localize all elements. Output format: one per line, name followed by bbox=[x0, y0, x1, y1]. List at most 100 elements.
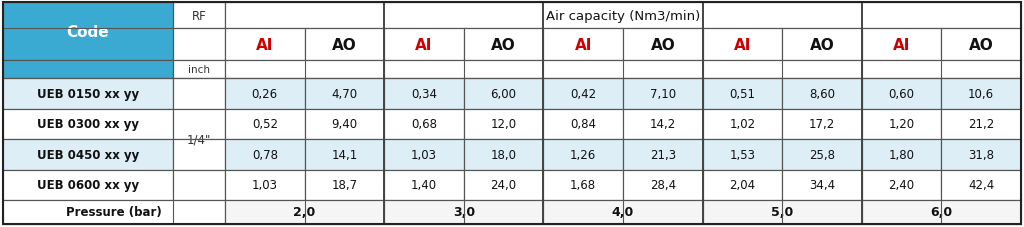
Text: 34,4: 34,4 bbox=[809, 178, 835, 191]
Text: 4,70: 4,70 bbox=[332, 87, 357, 100]
Text: 0,26: 0,26 bbox=[252, 87, 278, 100]
Text: 1,20: 1,20 bbox=[889, 118, 914, 131]
Bar bbox=[941, 139, 1021, 170]
Bar bbox=[544, 170, 623, 200]
Text: 2,40: 2,40 bbox=[889, 178, 914, 191]
Text: Air capacity (Nm3/min): Air capacity (Nm3/min) bbox=[546, 10, 700, 22]
Bar bbox=[702, 29, 782, 61]
Bar bbox=[3, 109, 173, 139]
Bar bbox=[173, 61, 225, 79]
Bar bbox=[544, 200, 702, 224]
Bar bbox=[862, 200, 1021, 224]
Bar bbox=[173, 139, 225, 170]
Text: UEB 0600 xx yy: UEB 0600 xx yy bbox=[37, 178, 139, 191]
Text: 8,60: 8,60 bbox=[809, 87, 835, 100]
Text: 25,8: 25,8 bbox=[809, 148, 835, 161]
Bar bbox=[782, 79, 862, 109]
Bar bbox=[941, 109, 1021, 139]
Bar bbox=[862, 139, 941, 170]
Text: 6,00: 6,00 bbox=[490, 87, 516, 100]
Bar bbox=[544, 29, 623, 61]
Text: 21,2: 21,2 bbox=[968, 118, 994, 131]
Text: UEB 0300 xx yy: UEB 0300 xx yy bbox=[37, 118, 139, 131]
Bar bbox=[862, 170, 941, 200]
Text: RF: RF bbox=[191, 10, 207, 22]
Text: inch: inch bbox=[188, 65, 210, 75]
Bar bbox=[225, 109, 304, 139]
Text: 2,0: 2,0 bbox=[294, 206, 315, 219]
Bar bbox=[623, 29, 702, 61]
Bar bbox=[173, 29, 225, 61]
Text: AI: AI bbox=[416, 37, 433, 52]
Text: 42,4: 42,4 bbox=[968, 178, 994, 191]
Bar bbox=[702, 79, 782, 109]
Bar bbox=[862, 109, 941, 139]
Text: Code: Code bbox=[67, 24, 110, 39]
Bar bbox=[464, 139, 544, 170]
Text: AO: AO bbox=[810, 37, 835, 52]
Bar bbox=[862, 79, 941, 109]
Bar bbox=[3, 3, 173, 61]
Text: 12,0: 12,0 bbox=[490, 118, 517, 131]
Bar bbox=[3, 139, 173, 170]
Bar bbox=[304, 109, 384, 139]
Bar bbox=[384, 200, 544, 224]
Bar bbox=[464, 29, 544, 61]
Text: AO: AO bbox=[332, 37, 356, 52]
Bar bbox=[544, 139, 623, 170]
Text: 0,60: 0,60 bbox=[889, 87, 914, 100]
Bar bbox=[464, 170, 544, 200]
Bar bbox=[384, 79, 464, 109]
Bar bbox=[173, 3, 225, 29]
Bar bbox=[3, 200, 225, 224]
Text: 0,78: 0,78 bbox=[252, 148, 278, 161]
Bar bbox=[304, 79, 384, 109]
Bar bbox=[3, 61, 173, 79]
Bar bbox=[225, 79, 304, 109]
Bar bbox=[3, 170, 173, 200]
Text: 1,80: 1,80 bbox=[889, 148, 914, 161]
Text: 0,34: 0,34 bbox=[411, 87, 437, 100]
Bar bbox=[225, 29, 304, 61]
Bar bbox=[384, 170, 464, 200]
Text: 24,0: 24,0 bbox=[490, 178, 517, 191]
Text: 1,53: 1,53 bbox=[729, 148, 756, 161]
Text: 14,2: 14,2 bbox=[649, 118, 676, 131]
Text: 5,0: 5,0 bbox=[771, 206, 794, 219]
Bar bbox=[544, 109, 623, 139]
Bar bbox=[702, 109, 782, 139]
Bar bbox=[623, 79, 702, 109]
Text: 21,3: 21,3 bbox=[650, 148, 676, 161]
Text: 31,8: 31,8 bbox=[969, 148, 994, 161]
Text: AI: AI bbox=[893, 37, 910, 52]
Bar bbox=[3, 79, 173, 109]
Bar bbox=[702, 200, 862, 224]
Bar bbox=[304, 170, 384, 200]
Text: UEB 0150 xx yy: UEB 0150 xx yy bbox=[37, 87, 139, 100]
Text: AI: AI bbox=[256, 37, 273, 52]
Bar bbox=[862, 29, 941, 61]
Bar bbox=[464, 79, 544, 109]
Text: 1,02: 1,02 bbox=[729, 118, 756, 131]
Bar bbox=[623, 170, 702, 200]
Text: AI: AI bbox=[734, 37, 751, 52]
Bar bbox=[225, 139, 304, 170]
Text: 3,0: 3,0 bbox=[453, 206, 475, 219]
Text: 2,04: 2,04 bbox=[729, 178, 756, 191]
Bar bbox=[304, 139, 384, 170]
Bar bbox=[384, 29, 464, 61]
Bar bbox=[464, 109, 544, 139]
Text: 1,26: 1,26 bbox=[570, 148, 596, 161]
Text: 1/4": 1/4" bbox=[186, 133, 211, 146]
Bar bbox=[173, 109, 225, 139]
Bar bbox=[225, 3, 1021, 29]
Text: 1,68: 1,68 bbox=[570, 178, 596, 191]
Text: 1,03: 1,03 bbox=[252, 178, 278, 191]
Text: 6,0: 6,0 bbox=[931, 206, 952, 219]
Bar bbox=[173, 170, 225, 200]
Bar bbox=[702, 139, 782, 170]
Text: 0,84: 0,84 bbox=[570, 118, 596, 131]
Text: AI: AI bbox=[574, 37, 592, 52]
Bar bbox=[941, 29, 1021, 61]
Text: 1,03: 1,03 bbox=[411, 148, 437, 161]
